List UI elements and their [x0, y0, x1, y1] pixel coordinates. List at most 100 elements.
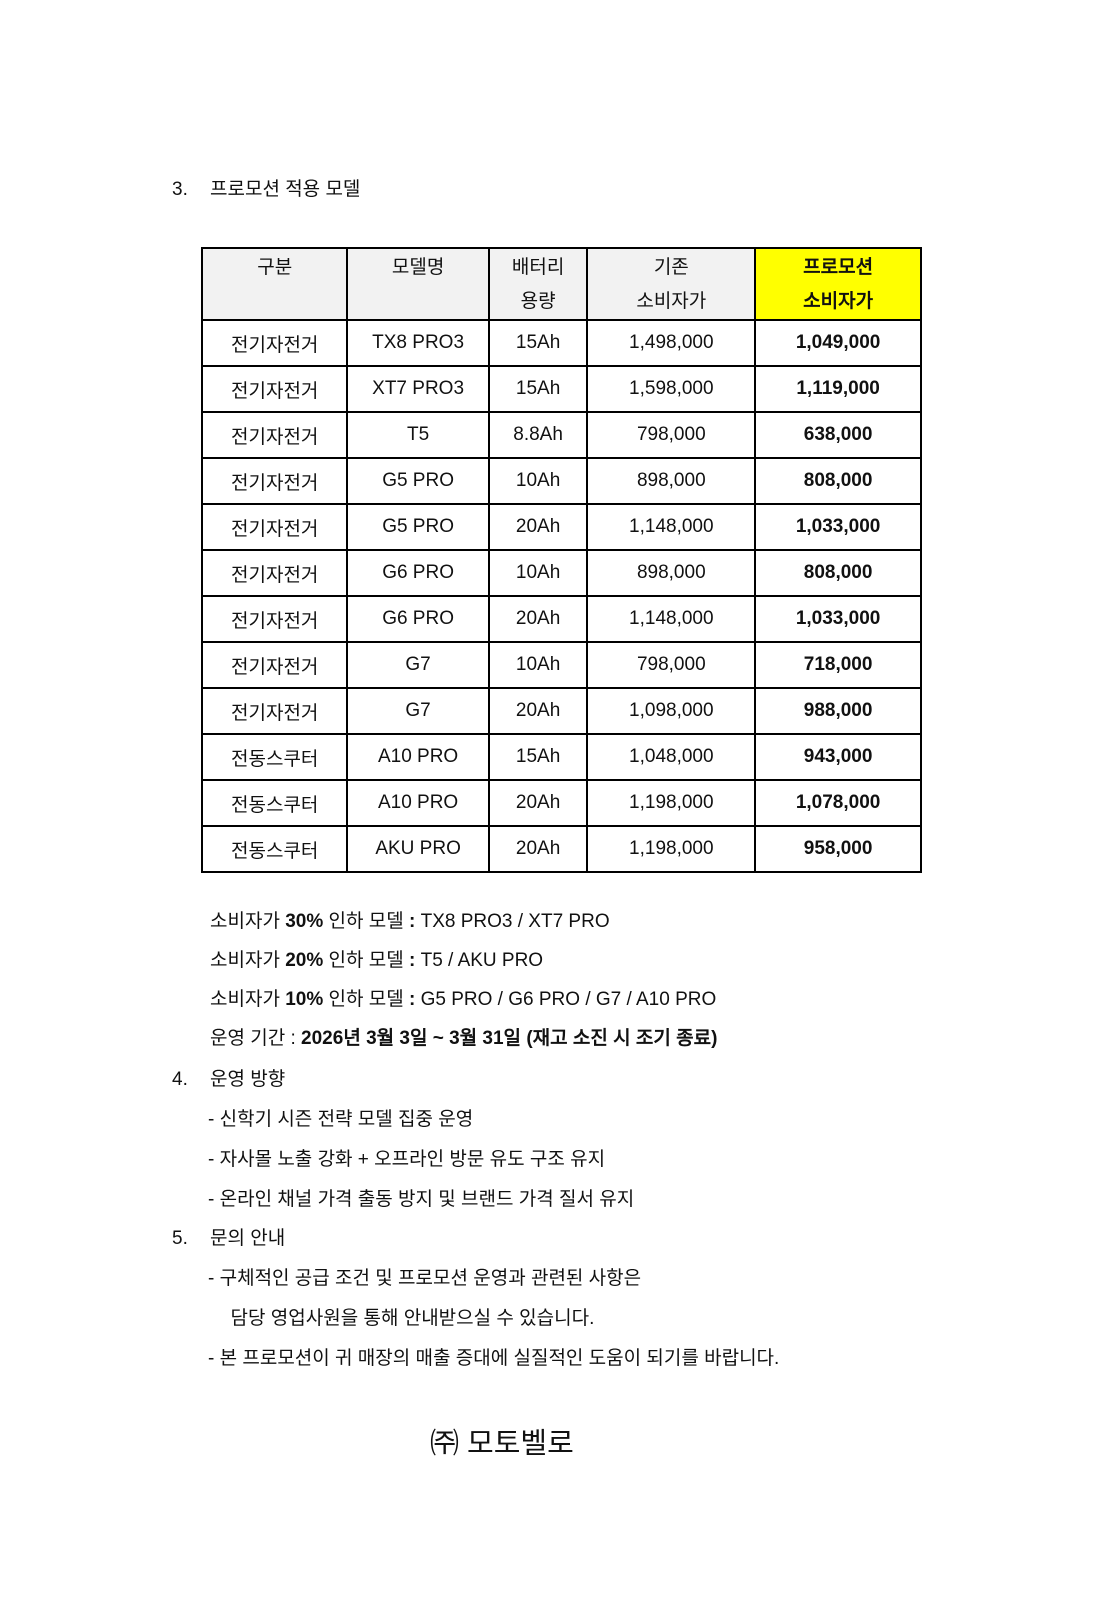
category-cell: 전기자전거	[200, 687, 349, 735]
original-price-cell: 1,498,000	[586, 319, 757, 367]
promo-price-cell: 1,078,000	[754, 779, 922, 827]
table-header-row: 구분 모델명 배터리 용량 기존 소비자가 프로모션 소비자가	[200, 247, 922, 321]
model-cell: AKU PRO	[346, 825, 490, 873]
promotion-model-table: 구분 모델명 배터리 용량 기존 소비자가 프로모션 소비자가 전기자전거 TX8 PRO3 15…	[200, 247, 922, 873]
table-row: 전동스쿠터 A10 PRO 20Ah 1,198,000 1,078,000	[200, 779, 922, 827]
promo-price-cell: 1,049,000	[754, 319, 922, 367]
column-header: 프로모션 소비자가	[754, 247, 922, 321]
note-text: :	[409, 989, 416, 1010]
table-row: 전기자전거 T5 8.8Ah 798,000 638,000	[200, 411, 922, 459]
note-text: 10%	[285, 989, 324, 1010]
table-row: 전기자전거 G6 PRO 10Ah 898,000 808,000	[200, 549, 922, 597]
promo-price-cell: 988,000	[754, 687, 922, 735]
battery-cell: 20Ah	[487, 687, 589, 735]
battery-cell: 10Ah	[487, 641, 589, 689]
note-text: G5 PRO / G6 PRO / G7 / A10 PRO	[415, 989, 717, 1010]
model-cell: G5 PRO	[346, 457, 490, 505]
note-text: T5 / AKU PRO	[415, 950, 544, 971]
note-text: 소비자가	[210, 950, 286, 971]
model-cell: A10 PRO	[346, 779, 490, 827]
promo-price-cell: 1,119,000	[754, 365, 922, 413]
header-text: 배터리	[511, 257, 565, 278]
battery-cell: 10Ah	[487, 457, 589, 505]
category-cell: 전기자전거	[200, 319, 349, 367]
battery-cell: 15Ah	[487, 319, 589, 367]
original-price-cell: 798,000	[586, 411, 757, 459]
note-text: 인하 모델	[323, 950, 409, 971]
table-row: 전기자전거 G7 10Ah 798,000 718,000	[200, 641, 922, 689]
note-text: 소비자가	[210, 989, 286, 1010]
period-line: 운영 기간 : 2026년 3월 3일 ~ 3월 31일 (재고 소진 시 조기…	[210, 1028, 718, 1049]
model-cell: G7	[346, 687, 490, 735]
note-text: 20%	[285, 950, 324, 971]
header-text: 소비자가	[636, 291, 707, 312]
battery-cell: 15Ah	[487, 733, 589, 781]
battery-cell: 10Ah	[487, 549, 589, 597]
section-5-item: - 본 프로모션이 귀 매장의 매출 증대에 실질적인 도움이 되기를 바랍니다…	[208, 1348, 780, 1369]
model-cell: XT7 PRO3	[346, 365, 490, 413]
category-cell: 전기자전거	[200, 365, 349, 413]
original-price-cell: 1,598,000	[586, 365, 757, 413]
promo-price-cell: 718,000	[754, 641, 922, 689]
section-4-heading: 4. 운영 방향	[172, 1069, 286, 1090]
model-cell: G5 PRO	[346, 503, 490, 551]
table-row: 전기자전거 G5 PRO 10Ah 898,000 808,000	[200, 457, 922, 505]
section-4-item: - 온라인 채널 가격 출동 방지 및 브랜드 가격 질서 유지	[208, 1189, 635, 1210]
category-cell: 전동스쿠터	[200, 733, 349, 781]
table-row: 전동스쿠터 A10 PRO 15Ah 1,048,000 943,000	[200, 733, 922, 781]
section-5-heading: 5. 문의 안내	[172, 1228, 286, 1249]
battery-cell: 20Ah	[487, 779, 589, 827]
section-3-heading: 3. 프로모션 적용 모델	[172, 179, 361, 200]
original-price-cell: 798,000	[586, 641, 757, 689]
battery-cell: 8.8Ah	[487, 411, 589, 459]
note-text: 인하 모델	[323, 989, 409, 1010]
category-cell: 전동스쿠터	[200, 825, 349, 873]
battery-cell: 15Ah	[487, 365, 589, 413]
battery-cell: 20Ah	[487, 503, 589, 551]
original-price-cell: 1,048,000	[586, 733, 757, 781]
note-text: 인하 모델	[323, 911, 409, 932]
category-cell: 전기자전거	[200, 595, 349, 643]
header-text: 소비자가	[803, 291, 874, 312]
promo-price-cell: 808,000	[754, 549, 922, 597]
note-text: :	[409, 950, 416, 971]
category-cell: 전동스쿠터	[200, 779, 349, 827]
original-price-cell: 898,000	[586, 549, 757, 597]
column-header: 구분	[200, 247, 349, 321]
header-text: 모델명	[391, 257, 445, 278]
table-row: 전동스쿠터 AKU PRO 20Ah 1,198,000 958,000	[200, 825, 922, 873]
promo-price-cell: 1,033,000	[754, 595, 922, 643]
battery-cell: 20Ah	[487, 825, 589, 873]
promo-price-cell: 638,000	[754, 411, 922, 459]
note-text: 30%	[285, 911, 324, 932]
original-price-cell: 1,098,000	[586, 687, 757, 735]
table-row: 전기자전거 G6 PRO 20Ah 1,148,000 1,033,000	[200, 595, 922, 643]
company-name: ㈜ 모토벨로	[430, 1428, 574, 1460]
original-price-cell: 1,148,000	[586, 503, 757, 551]
section-5-item: 담당 영업사원을 통해 안내받으실 수 있습니다.	[220, 1308, 595, 1329]
note-text: TX8 PRO3 / XT7 PRO	[415, 911, 610, 932]
header-text: 구분	[257, 257, 293, 278]
original-price-cell: 1,198,000	[586, 825, 757, 873]
battery-cell: 20Ah	[487, 595, 589, 643]
category-cell: 전기자전거	[200, 503, 349, 551]
promo-price-cell: 943,000	[754, 733, 922, 781]
header-text: 기존	[653, 257, 689, 278]
table-row: 전기자전거 XT7 PRO3 15Ah 1,598,000 1,119,000	[200, 365, 922, 413]
model-cell: TX8 PRO3	[346, 319, 490, 367]
note-text: 소비자가	[210, 911, 286, 932]
header-text: 용량	[520, 291, 556, 312]
promo-price-cell: 808,000	[754, 457, 922, 505]
model-cell: G7	[346, 641, 490, 689]
discount-note: 소비자가 10% 인하 모델 : G5 PRO / G6 PRO / G7 / …	[210, 984, 716, 1011]
model-cell: G6 PRO	[346, 595, 490, 643]
category-cell: 전기자전거	[200, 641, 349, 689]
table-row: 전기자전거 G5 PRO 20Ah 1,148,000 1,033,000	[200, 503, 922, 551]
note-text: :	[409, 911, 416, 932]
original-price-cell: 1,198,000	[586, 779, 757, 827]
column-header: 모델명	[346, 247, 490, 321]
discount-note: 소비자가 20% 인하 모델 : T5 / AKU PRO	[210, 945, 543, 972]
promo-price-cell: 1,033,000	[754, 503, 922, 551]
